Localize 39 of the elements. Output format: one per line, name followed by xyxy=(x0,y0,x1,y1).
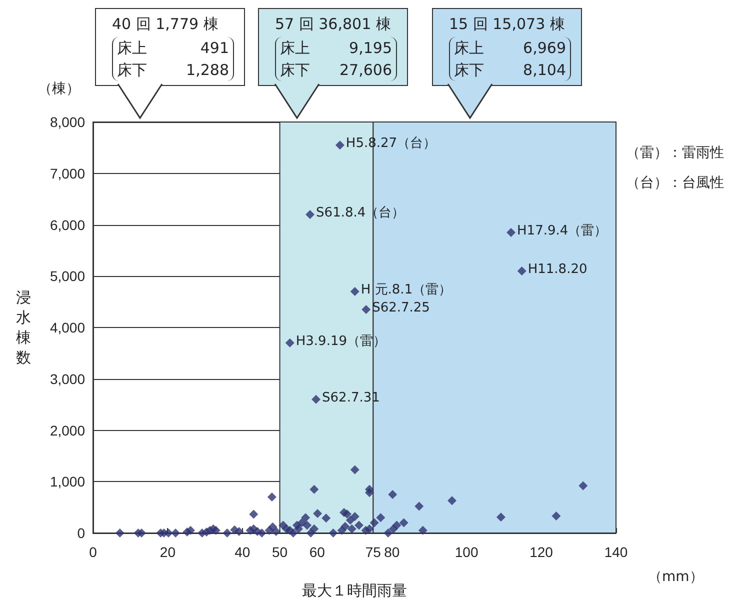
x-tick-label: 40 xyxy=(234,544,250,560)
text: 57 回 36,801 棟 xyxy=(275,14,392,35)
x-tick-label: 0 xyxy=(89,544,98,560)
text: （棟） xyxy=(38,80,80,98)
x-tick-label: 75 xyxy=(365,544,382,560)
annotation: H17.9.4（雷） xyxy=(517,223,608,238)
x-tick-label: 50 xyxy=(272,544,288,560)
y-tick-label: 5,000 xyxy=(50,268,86,284)
y-tick-label: 0 xyxy=(77,525,86,541)
x-axis-title: 最大１時間雨量 xyxy=(302,582,407,600)
annotation: H 元.8.1（雷） xyxy=(360,282,452,298)
y-tick-label: 4,000 xyxy=(50,320,86,336)
x-tick-label: 80 xyxy=(384,544,400,560)
text: 15 回 15,073 棟 xyxy=(449,14,566,35)
y-tick-label: 7,000 xyxy=(50,165,86,182)
text: 床下 8,104 xyxy=(454,61,566,79)
y-tick-label: 2,000 xyxy=(50,422,86,438)
y-tick-label: 6,000 xyxy=(50,216,86,233)
text: （台）：台風性 xyxy=(626,174,724,192)
annotation: H3.9.19（雷） xyxy=(296,334,386,349)
y-tick-label: 1,000 xyxy=(50,474,86,490)
text: 床下 1,288 xyxy=(117,61,229,79)
text: 40 回 1,779 棟 xyxy=(112,14,220,35)
x-tick-label: 20 xyxy=(160,544,176,560)
x-tick-label: 140 xyxy=(604,544,628,560)
text: 床下 27,606 xyxy=(280,61,392,79)
y-tick-label: 3,000 xyxy=(50,370,86,387)
x-tick-label: 100 xyxy=(454,544,478,560)
annotation: S61.8.4（台） xyxy=(316,205,405,220)
text: 床上 9,195 xyxy=(280,39,392,57)
text: （雷）：雷雨性 xyxy=(626,144,724,162)
y-tick-label: 8,000 xyxy=(50,114,86,130)
text: 床上 6,969 xyxy=(454,39,566,57)
text: （mm） xyxy=(648,568,704,586)
x-tick-label: 60 xyxy=(309,544,326,560)
y-axis-title: 浸水棟数 xyxy=(16,288,31,366)
annotation: H11.8.20 xyxy=(528,262,588,277)
x-tick-label: 120 xyxy=(530,544,554,560)
text: 床上 491 xyxy=(117,39,229,57)
